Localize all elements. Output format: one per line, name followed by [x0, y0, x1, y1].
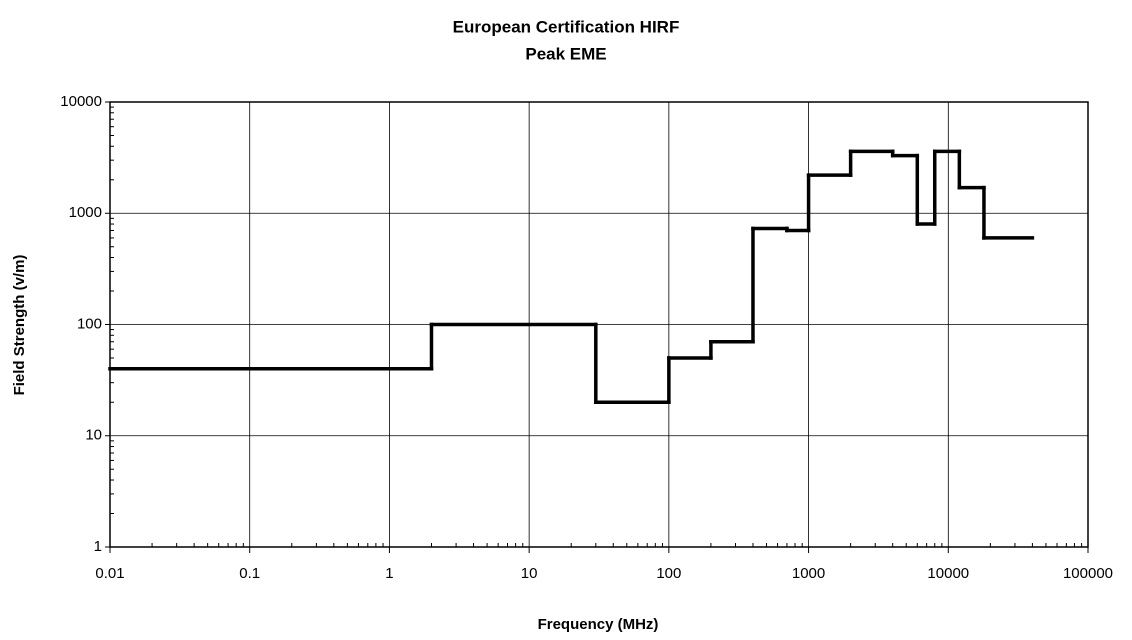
chart-title: European Certification HIRF	[453, 17, 680, 36]
x-axis-label: Frequency (MHz)	[538, 616, 659, 633]
y-tick-label: 1	[94, 538, 102, 555]
x-tick-label: 0.01	[95, 565, 124, 582]
x-tick-label: 0.1	[239, 565, 260, 582]
y-tick-label: 100	[77, 315, 102, 332]
x-tick-label: 10000	[927, 565, 969, 582]
x-tick-label: 1	[385, 565, 393, 582]
x-tick-label: 10	[521, 565, 538, 582]
y-axis-label: Field Strength (v/m)	[11, 255, 28, 396]
chart-subtitle: Peak EME	[525, 44, 606, 63]
plot-frame	[109, 101, 1089, 548]
y-tick-label: 1000	[69, 204, 102, 221]
y-tick-label: 10000	[60, 93, 102, 110]
y-tick-label: 10	[85, 427, 102, 444]
x-tick-label: 1000	[792, 565, 825, 582]
x-tick-label: 100000	[1063, 565, 1113, 582]
x-tick-label: 100	[656, 565, 681, 582]
